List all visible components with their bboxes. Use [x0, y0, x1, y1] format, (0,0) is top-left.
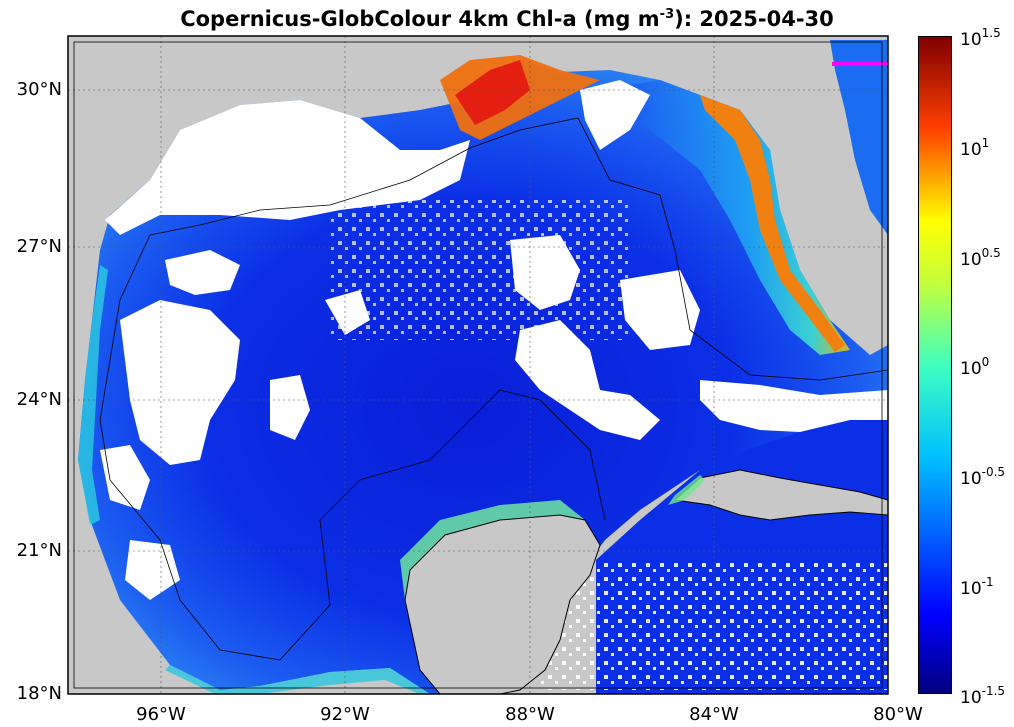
florida-coast-high — [700, 95, 845, 352]
colorbar-label-1: 101 — [960, 136, 990, 160]
colorbar-label-neg1: 10-1 — [960, 575, 994, 599]
yucatan-band — [400, 500, 585, 600]
map-title: Copernicus-GlobColour 4km Chl-a (mg m-3)… — [0, 0, 1014, 34]
cloud-speckle-south — [540, 560, 888, 690]
map-frame-inner — [73, 41, 883, 689]
west-coast-band — [78, 265, 108, 525]
cloud-mask — [100, 80, 888, 600]
colorbar-label-0.5: 100.5 — [960, 246, 1001, 270]
lat-label-24n: 24°N — [16, 389, 62, 410]
colorbar-label-neg0.5: 10-0.5 — [960, 465, 1006, 489]
lat-label-21n: 21°N — [16, 540, 62, 561]
cloud-speckle-gulf — [330, 200, 630, 340]
lat-label-27n: 27°N — [16, 236, 62, 257]
title-suffix: ): 2025-04-30 — [674, 7, 834, 31]
map-frame — [67, 35, 889, 695]
lon-label-80w: 80°W — [873, 704, 923, 725]
lon-label-88w: 88°W — [505, 704, 555, 725]
lat-label-30n: 30°N — [16, 79, 62, 100]
colorbar-label-0: 100 — [960, 355, 990, 379]
colorbar — [918, 36, 952, 694]
gridlines — [68, 36, 888, 694]
colorbar-label-1.5: 101.5 — [960, 26, 1001, 50]
mississippi-red — [455, 60, 530, 125]
cuba-shelf — [668, 475, 705, 505]
lon-label-92w: 92°W — [320, 704, 370, 725]
eez-boundary — [149, 117, 889, 381]
lon-label-96w: 96°W — [136, 704, 186, 725]
title-exponent: -3 — [659, 7, 675, 22]
colorbar-label-neg1.5: 10-1.5 — [960, 684, 1006, 708]
atlantic-water — [830, 40, 888, 235]
campeche-band — [165, 665, 430, 694]
title-prefix: Copernicus-GlobColour 4km Chl-a (mg m — [180, 7, 660, 31]
lon-label-84w: 84°W — [689, 704, 739, 725]
lat-label-18n: 18°N — [16, 683, 62, 704]
